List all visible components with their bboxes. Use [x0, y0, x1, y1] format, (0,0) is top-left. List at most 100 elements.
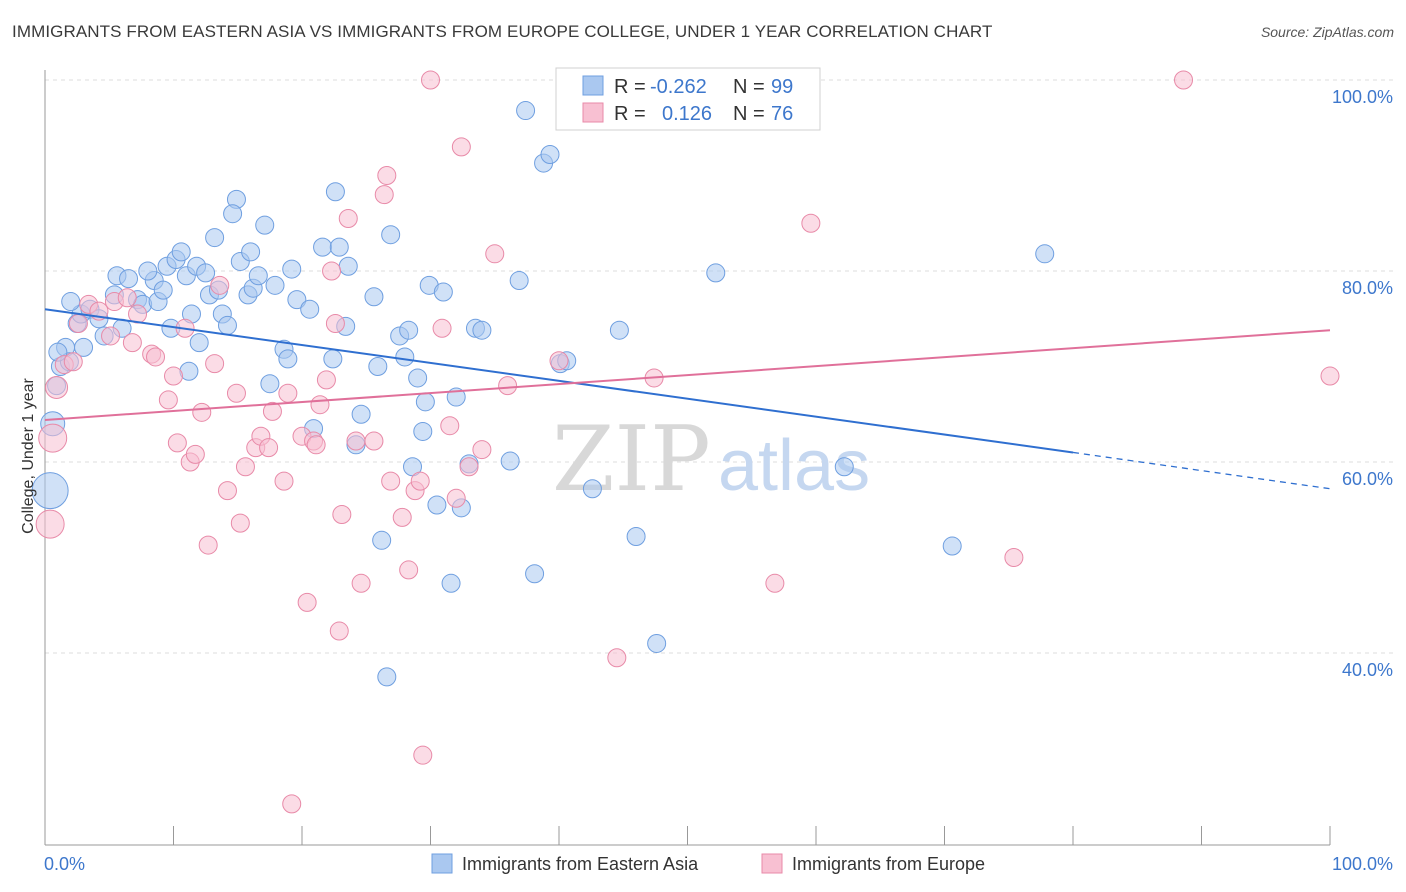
eastern-asia-point: [381, 225, 401, 245]
watermark: ZIP atlas: [552, 407, 870, 512]
eastern-asia-point: [248, 266, 268, 286]
eastern-asia-point: [433, 282, 453, 302]
stats-legend-r-label: R =: [614, 76, 646, 98]
eastern-asia-point: [525, 564, 545, 584]
eastern-asia-point: [217, 315, 237, 335]
eastern-asia-point: [223, 204, 243, 224]
eastern-asia-point: [647, 633, 667, 653]
europe-point: [1174, 70, 1194, 90]
y-tick-labels: 40.0% 60.0% 80.0% 100.0%: [1332, 87, 1393, 680]
chart-title: IMMIGRANTS FROM EASTERN ASIA VS IMMIGRAN…: [12, 22, 993, 41]
eastern-asia-point: [364, 287, 384, 307]
europe-point: [45, 376, 69, 400]
stats-legend-n-value: 76: [771, 103, 793, 125]
europe-point: [329, 621, 349, 641]
europe-point: [332, 505, 352, 525]
legend-swatch-europe: [761, 853, 783, 874]
europe-point: [167, 433, 187, 453]
eastern-asia-point: [441, 573, 461, 593]
eastern-asia-point: [942, 536, 962, 556]
europe-point: [217, 481, 237, 501]
eastern-asia-point: [329, 237, 349, 257]
europe-point: [278, 383, 298, 403]
eastern-asia-point: [138, 261, 158, 281]
europe-point: [192, 402, 212, 422]
europe-point: [158, 390, 178, 410]
europe-point: [185, 444, 205, 464]
europe-point: [146, 347, 166, 367]
europe-point: [432, 318, 452, 338]
eastern-asia-point: [323, 349, 343, 369]
eastern-asia-point: [351, 404, 371, 424]
europe-point: [399, 560, 419, 580]
stats-legend: R = -0.262 N = 99 R = 0.126 N = 76: [555, 67, 821, 131]
eastern-asia-point: [265, 275, 285, 295]
europe-point: [210, 275, 230, 295]
eastern-asia-point: [472, 320, 492, 340]
europe-point: [485, 244, 505, 264]
eastern-asia-point: [205, 228, 225, 248]
eastern-asia-point: [509, 271, 529, 291]
gridlines: [45, 79, 1395, 654]
europe-point: [392, 507, 412, 527]
europe-point: [282, 794, 302, 814]
europe-point: [322, 261, 342, 281]
eastern-asia-point: [313, 237, 333, 257]
europe-point: [451, 137, 471, 157]
europe-point: [262, 401, 282, 421]
europe-point: [607, 648, 627, 668]
y-tick-label: 80.0%: [1342, 278, 1393, 298]
europe-point: [306, 435, 326, 455]
eastern-asia-point: [540, 144, 560, 164]
source-label: Source: ZipAtlas.com: [1260, 24, 1394, 40]
europe-point: [459, 457, 479, 477]
europe-point: [440, 416, 460, 436]
legend-label-europe: Immigrants from Europe: [792, 854, 985, 874]
eastern-asia-point: [241, 242, 261, 262]
europe-point: [413, 745, 433, 765]
x-ticks: [44, 826, 1331, 845]
y-tick-label: 60.0%: [1342, 469, 1393, 489]
europe-point: [38, 423, 68, 453]
europe-point: [205, 354, 225, 374]
eastern-asia-point: [372, 530, 392, 550]
stats-legend-r-label: R =: [614, 103, 646, 125]
y-axis-title: College, Under 1 year: [20, 378, 37, 534]
eastern-asia-point: [500, 451, 520, 471]
europe-point: [549, 351, 569, 371]
europe-point: [226, 383, 246, 403]
stats-legend-swatch-eastern-asia: [582, 75, 604, 96]
europe-point: [410, 471, 430, 491]
europe-point: [765, 573, 785, 593]
europe-point: [164, 366, 183, 386]
europe-point: [498, 376, 518, 396]
stats-legend-r-value: 0.126: [662, 103, 712, 125]
eastern-asia-point: [609, 320, 629, 340]
eastern-asia-point: [171, 242, 191, 262]
europe-point: [235, 457, 255, 477]
eastern-asia-point: [399, 320, 419, 340]
europe-point: [346, 431, 366, 451]
europe-point: [316, 370, 336, 390]
y-tick-label: 40.0%: [1342, 660, 1393, 680]
legend-label-eastern-asia: Immigrants from Eastern Asia: [462, 854, 699, 874]
europe-point: [259, 438, 279, 458]
europe-point: [63, 352, 83, 372]
europe-point: [801, 213, 821, 233]
watermark-zip: ZIP: [552, 407, 711, 512]
eastern-asia-point: [255, 215, 275, 235]
eastern-asia-point: [338, 256, 358, 276]
eastern-asia-point: [278, 349, 298, 369]
trend-lines: [44, 308, 1331, 490]
stats-legend-n-value: 99: [771, 76, 793, 98]
europe-point: [274, 471, 294, 491]
eastern-asia-point: [415, 392, 435, 412]
europe-point: [198, 535, 218, 555]
eastern-asia-point: [153, 280, 173, 300]
eastern-asia-point: [325, 182, 345, 202]
trend-line-eastern-asia-extrapolated: [1072, 451, 1331, 490]
eastern-asia-point: [31, 472, 69, 510]
legend-swatch-eastern-asia: [431, 853, 453, 874]
europe-point: [310, 395, 330, 415]
